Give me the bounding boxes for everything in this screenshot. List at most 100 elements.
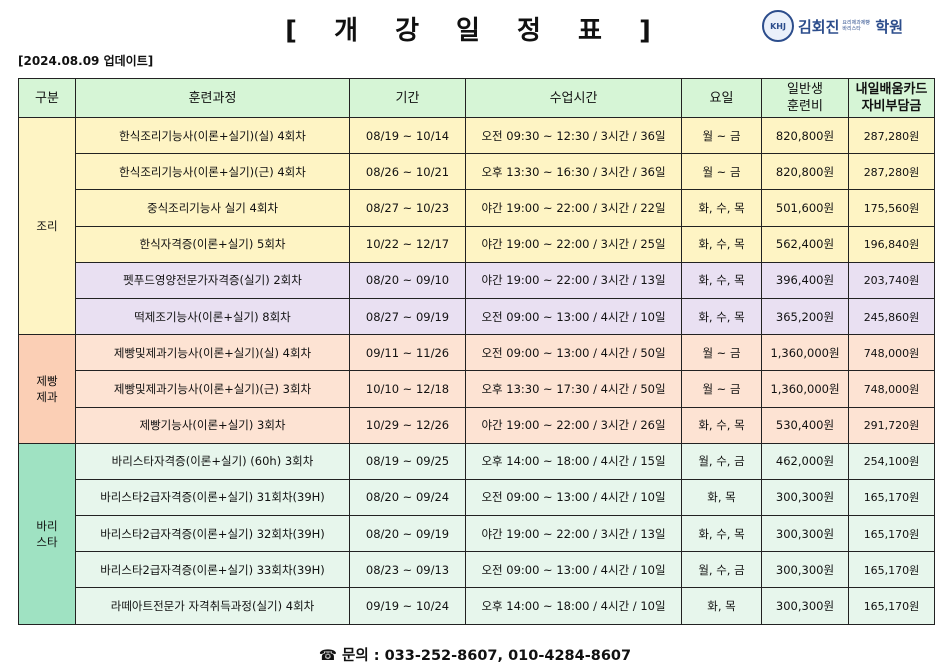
self-pay-cell: 165,170원 <box>848 551 935 589</box>
period-cell: 08/26 ~ 10/21 <box>349 153 466 191</box>
period-cell: 09/19 ~ 10/24 <box>349 587 466 625</box>
course-cell: 바리스타자격증(이론+실기) (60h) 3회차 <box>75 442 350 480</box>
course-cell: 바리스타2급자격증(이론+실기) 33회차(39H) <box>75 551 350 589</box>
days-cell: 화, 수, 목 <box>681 515 762 553</box>
logo-academy: 학원 <box>875 17 904 36</box>
general-fee-cell: 396,400원 <box>761 261 849 299</box>
course-cell: 라떼아트전문가 자격취득과정(실기) 4회차 <box>75 587 350 625</box>
days-cell: 화, 수, 목 <box>681 261 762 299</box>
table-row: 바리스타2급자격증(이론+실기) 32회차(39H) 08/20 ~ 09/19 야… <box>19 515 935 553</box>
period-cell: 08/19 ~ 09/25 <box>349 442 466 480</box>
header-class-time: 수업시간 <box>465 78 682 118</box>
telephone-icon: ☎ <box>318 648 337 664</box>
class-time-cell: 오전 09:00 ~ 13:00 / 4시간 / 10일 <box>465 551 682 589</box>
days-cell: 화, 수, 목 <box>681 297 762 336</box>
class-time-cell: 오후 14:00 ~ 18:00 / 4시간 / 15일 <box>465 442 682 480</box>
course-cell: 중식조리기능사 실기 4회차 <box>75 189 350 227</box>
self-pay-cell: 291,720원 <box>848 406 935 444</box>
table-row: 중식조리기능사 실기 4회차 08/27 ~ 10/23 야간 19:00 ~ 22… <box>19 189 935 227</box>
period-cell: 08/20 ~ 09/10 <box>349 261 466 299</box>
category-cooking: 조리 <box>18 116 76 336</box>
period-cell: 08/19 ~ 10/14 <box>349 116 466 155</box>
general-fee-cell: 562,400원 <box>761 225 849 263</box>
schedule-table: 구분 훈련과정 기간 수업시간 요일 일반생 훈련비 내일배움카드 자비부담금 조리… <box>18 78 935 625</box>
days-cell: 월 ~ 금 <box>681 116 762 155</box>
table-row: 한식조리기능사(이론+실기)(근) 4회차 08/26 ~ 10/21 오후 13:… <box>19 153 935 191</box>
general-fee-cell: 300,300원 <box>761 551 849 589</box>
self-pay-cell: 165,170원 <box>848 587 935 625</box>
period-cell: 08/20 ~ 09/24 <box>349 478 466 517</box>
class-time-cell: 오전 09:00 ~ 13:00 / 4시간 / 10일 <box>465 478 682 517</box>
course-cell: 제빵및제과기능사(이론+실기)(근) 3회차 <box>75 370 350 408</box>
period-cell: 10/22 ~ 12/17 <box>349 225 466 263</box>
course-cell: 제빵및제과기능사(이론+실기)(실) 4회차 <box>75 334 350 372</box>
page-title: [ 개 강 일 정 표 ] <box>285 16 665 46</box>
header-general-fee: 일반생 훈련비 <box>761 78 849 118</box>
general-fee-cell: 501,600원 <box>761 189 849 227</box>
class-time-cell: 야간 19:00 ~ 22:00 / 3시간 / 13일 <box>465 515 682 553</box>
class-time-cell: 야간 19:00 ~ 22:00 / 3시간 / 22일 <box>465 189 682 227</box>
update-date: [2024.08.09 업데이트] <box>18 54 154 68</box>
days-cell: 화, 목 <box>681 478 762 517</box>
general-fee-cell: 365,200원 <box>761 297 849 336</box>
category-barista: 바리 스타 <box>18 442 76 625</box>
general-fee-cell: 300,300원 <box>761 587 849 625</box>
contact-info: ☎ 문의 : 033-252-8607, 010-4284-8607 <box>0 644 950 665</box>
course-cell: 바리스타2급자격증(이론+실기) 32회차(39H) <box>75 515 350 553</box>
table-row: 제빵 제과 제빵및제과기능사(이론+실기)(실) 4회차 09/11 ~ 11/26 오… <box>18 334 935 444</box>
self-pay-cell: 165,170원 <box>848 478 935 517</box>
self-pay-cell: 748,000원 <box>848 334 935 372</box>
logo-seal-icon: KHJ <box>762 10 794 42</box>
category-label: 스타 <box>36 534 58 549</box>
table-row: 조리 한식조리기능사(이론+실기)(실) 4회차 08/19 ~ 10/14 오전 0… <box>18 116 935 336</box>
table-row: 한식자격증(이론+실기) 5회차 10/22 ~ 12/17 야간 19:00 ~ … <box>19 225 935 263</box>
self-pay-cell: 245,860원 <box>848 297 935 336</box>
category-label: 제과 <box>36 389 58 404</box>
days-cell: 화, 수, 목 <box>681 225 762 263</box>
period-cell: 08/27 ~ 09/19 <box>349 297 466 336</box>
header-course: 훈련과정 <box>75 78 350 118</box>
period-cell: 08/23 ~ 09/13 <box>349 551 466 589</box>
course-cell: 한식조리기능사(이론+실기)(근) 4회차 <box>75 153 350 191</box>
course-cell: 한식조리기능사(이론+실기)(실) 4회차 <box>75 116 350 155</box>
days-cell: 월 ~ 금 <box>681 334 762 372</box>
category-baking: 제빵 제과 <box>18 334 76 444</box>
category-label: 바리 <box>36 518 58 533</box>
period-cell: 10/10 ~ 12/18 <box>349 370 466 408</box>
self-pay-cell: 748,000원 <box>848 370 935 408</box>
days-cell: 월 ~ 금 <box>681 370 762 408</box>
header-card-fee-line1: 내일배움카드 <box>855 82 928 97</box>
period-cell: 08/27 ~ 10/23 <box>349 189 466 227</box>
header-card-fee-line2: 자비부담금 <box>861 99 922 114</box>
header-days: 요일 <box>681 78 762 118</box>
class-time-cell: 오전 09:00 ~ 13:00 / 4시간 / 50일 <box>465 334 682 372</box>
header-general-fee-line1: 일반생 <box>787 82 823 97</box>
class-time-cell: 오후 13:30 ~ 17:30 / 4시간 / 50일 <box>465 370 682 408</box>
table-row: 라떼아트전문가 자격취득과정(실기) 4회차 09/19 ~ 10/24 오후 14… <box>19 587 935 625</box>
days-cell: 화, 목 <box>681 587 762 625</box>
days-cell: 월, 수, 금 <box>681 442 762 480</box>
contact-text: 문의 : 033-252-8607, 010-4284-8607 <box>342 648 632 664</box>
table-row: 펫푸드영양전문가자격증(실기) 2회차 08/20 ~ 09/10 야간 19:00… <box>19 261 935 299</box>
category-label: 제빵 <box>36 373 58 388</box>
class-time-cell: 오전 09:30 ~ 12:30 / 3시간 / 36일 <box>465 116 682 155</box>
period-cell: 08/20 ~ 09/19 <box>349 515 466 553</box>
category-label: 조리 <box>36 219 58 234</box>
class-time-cell: 오전 09:00 ~ 13:00 / 4시간 / 10일 <box>465 297 682 336</box>
class-time-cell: 야간 19:00 ~ 22:00 / 3시간 / 26일 <box>465 406 682 444</box>
course-cell: 펫푸드영양전문가자격증(실기) 2회차 <box>75 261 350 299</box>
header-period: 기간 <box>349 78 466 118</box>
course-cell: 바리스타2급자격증(이론+실기) 31회차(39H) <box>75 478 350 517</box>
course-cell: 한식자격증(이론+실기) 5회차 <box>75 225 350 263</box>
class-time-cell: 야간 19:00 ~ 22:00 / 3시간 / 13일 <box>465 261 682 299</box>
days-cell: 화, 수, 목 <box>681 406 762 444</box>
period-cell: 09/11 ~ 11/26 <box>349 334 466 372</box>
table-row: 떡제조기능사(이론+실기) 8회차 08/27 ~ 09/19 오전 09:00 ~… <box>19 297 935 336</box>
self-pay-cell: 175,560원 <box>848 189 935 227</box>
period-cell: 10/29 ~ 12/26 <box>349 406 466 444</box>
general-fee-cell: 462,000원 <box>761 442 849 480</box>
logo-name: 김회진 <box>798 17 840 36</box>
table-row: 바리스타2급자격증(이론+실기) 31회차(39H) 08/20 ~ 09/24 오… <box>19 478 935 517</box>
general-fee-cell: 1,360,000원 <box>761 370 849 408</box>
